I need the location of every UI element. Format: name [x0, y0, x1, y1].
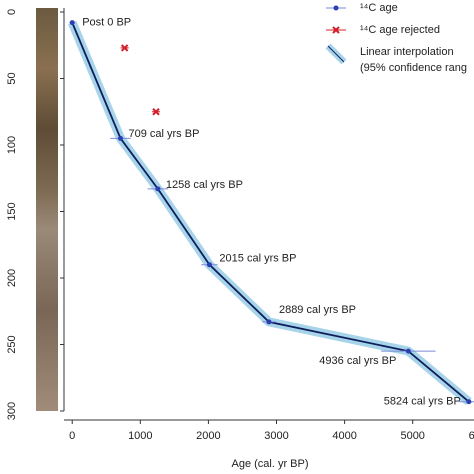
legend-label: (95% confidence rang [360, 62, 467, 74]
x-tick-label: 4000 [332, 430, 356, 442]
dated-sample [466, 399, 472, 405]
sample-label: 2015 cal yrs BP [219, 253, 296, 265]
x-tick-label: 2000 [196, 430, 220, 442]
sample-label: 4936 cal yrs BP [319, 355, 396, 367]
sample-label: 2889 cal yrs BP [279, 304, 356, 316]
sample-label: Post 0 BP [82, 17, 131, 29]
legend-marker [333, 5, 339, 11]
y-tick-label: 50 [6, 72, 18, 84]
y-tick-label: 250 [6, 335, 18, 353]
sample-label: 1258 cal yrs BP [166, 179, 243, 191]
y-tick-label: 0 [6, 9, 18, 15]
x-tick-label: 3000 [264, 430, 288, 442]
x-tick-label: 1000 [128, 430, 152, 442]
y-tick-label: 150 [6, 202, 18, 220]
legend-label: ¹⁴C age [360, 2, 398, 14]
interpolation-line [71, 22, 470, 403]
x-tick-label: 6000 [469, 430, 474, 442]
legend-label: ¹⁴C age rejected [360, 24, 440, 36]
sediment-core [36, 8, 58, 411]
rejected-sample [152, 108, 160, 116]
sample-label: 5824 cal yrs BP [384, 396, 461, 408]
dated-sample [266, 319, 272, 325]
dated-sample [117, 135, 123, 141]
confidence-band [68, 20, 472, 406]
x-axis-label: Age (cal. yr BP) [231, 458, 308, 470]
dated-sample [405, 348, 411, 354]
dated-sample [155, 186, 161, 192]
y-tick-label: 300 [6, 402, 18, 420]
sample-label: 709 cal yrs BP [128, 128, 199, 140]
legend-label: Linear interpolation [360, 46, 454, 58]
x-tick-label: 5000 [400, 430, 424, 442]
x-tick-label: 0 [69, 430, 75, 442]
legend-marker [332, 26, 340, 34]
dated-sample [69, 20, 75, 26]
y-tick-label: 200 [6, 269, 18, 287]
y-tick-label: 100 [6, 136, 18, 154]
dated-sample [206, 262, 212, 268]
legend-marker [327, 45, 345, 63]
rejected-sample [120, 44, 129, 52]
